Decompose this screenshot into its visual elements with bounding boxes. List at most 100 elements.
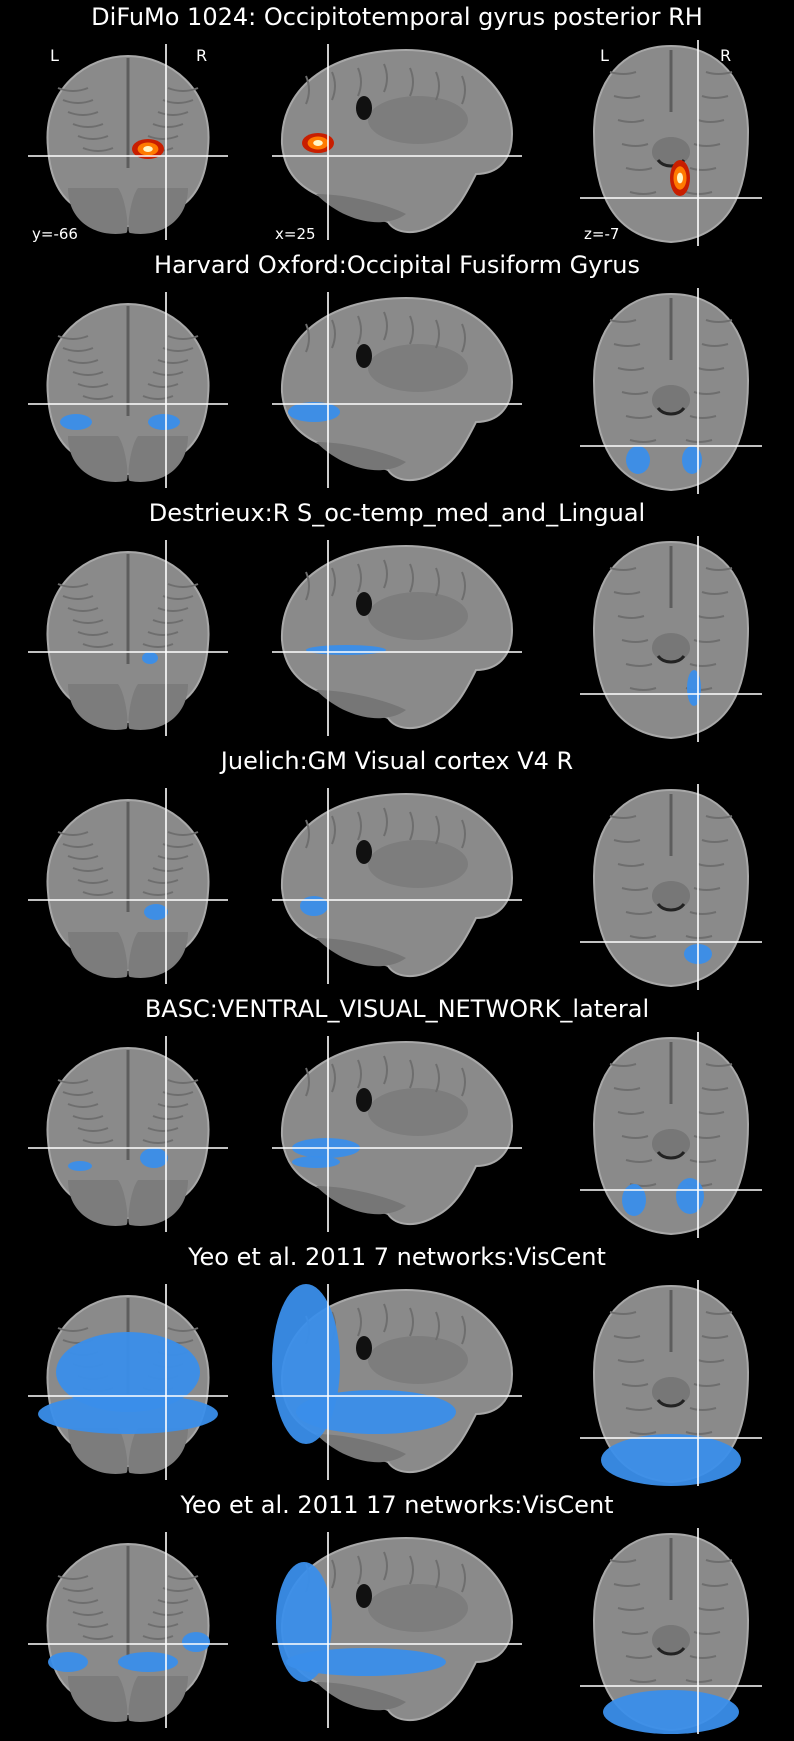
panel-title: Destrieux:R S_oc-temp_med_and_Lingual bbox=[148, 499, 646, 527]
panel-title: DiFuMo 1024: Occipitotemporal gyrus post… bbox=[91, 3, 703, 31]
coronal-coordinate-label: y=-66 bbox=[32, 225, 78, 243]
coronal-view bbox=[28, 1532, 228, 1728]
overlay-region bbox=[68, 1148, 168, 1171]
axial-brain-slice bbox=[580, 536, 762, 742]
coronal-view bbox=[28, 540, 228, 736]
sagittal-view bbox=[272, 292, 522, 488]
axial-view bbox=[580, 1032, 762, 1238]
coronal-view bbox=[28, 292, 228, 488]
crosshair bbox=[272, 44, 522, 240]
atlas-panel: Juelich:GM Visual cortex V4 R bbox=[0, 744, 794, 992]
overlay-region bbox=[288, 402, 340, 422]
atlas-panel: DiFuMo 1024: Occipitotemporal gyrus post… bbox=[0, 0, 794, 248]
crosshair bbox=[272, 1036, 522, 1232]
crosshair bbox=[580, 536, 762, 742]
orientation-right-label: R bbox=[720, 46, 732, 65]
sagittal-view bbox=[272, 1036, 522, 1232]
axial-view bbox=[580, 288, 762, 494]
atlas-panel: Harvard Oxford:Occipital Fusiform Gyrus bbox=[0, 248, 794, 496]
coronal-view bbox=[28, 788, 228, 984]
coronal-brain-slice bbox=[28, 788, 228, 984]
axial-view bbox=[580, 1280, 762, 1486]
axial-brain-slice bbox=[580, 1280, 762, 1486]
orientation-left-label: L bbox=[50, 46, 59, 65]
crosshair bbox=[28, 540, 228, 736]
axial-brain-slice bbox=[580, 784, 762, 990]
overlay-region bbox=[302, 133, 334, 153]
coronal-brain-slice bbox=[28, 292, 228, 488]
coronal-view bbox=[28, 44, 228, 240]
panel-title: Yeo et al. 2011 17 networks:VisCent bbox=[180, 1491, 614, 1519]
atlas-panel: Destrieux:R S_oc-temp_med_and_Lingual bbox=[0, 496, 794, 744]
axial-coordinate-label: z=-7 bbox=[584, 225, 620, 243]
sagittal-coordinate-label: x=25 bbox=[275, 225, 316, 243]
coronal-brain-slice bbox=[28, 1284, 228, 1480]
sagittal-view bbox=[272, 1532, 522, 1728]
overlay-region bbox=[48, 1632, 210, 1672]
coronal-brain-slice bbox=[28, 540, 228, 736]
crosshair bbox=[580, 288, 762, 494]
axial-view bbox=[580, 40, 762, 246]
atlas-panel: Yeo et al. 2011 7 networks:VisCent bbox=[0, 1240, 794, 1488]
sagittal-brain-slice bbox=[272, 788, 522, 984]
axial-brain-slice bbox=[580, 288, 762, 494]
atlas-panel: BASC:VENTRAL_VISUAL_NETWORK_lateral bbox=[0, 992, 794, 1240]
sagittal-brain-slice bbox=[272, 1532, 522, 1728]
coronal-brain-slice bbox=[28, 44, 228, 240]
crosshair bbox=[272, 1532, 522, 1728]
orientation-left-label: L bbox=[600, 46, 609, 65]
axial-view bbox=[580, 1528, 762, 1734]
crosshair bbox=[28, 1532, 228, 1728]
overlay-region bbox=[687, 670, 701, 706]
overlay-region bbox=[601, 1434, 741, 1486]
crosshair bbox=[272, 540, 522, 736]
overlay-region bbox=[142, 652, 158, 664]
crosshair bbox=[28, 788, 228, 984]
crosshair bbox=[272, 788, 522, 984]
atlas-panel: Yeo et al. 2011 17 networks:VisCent bbox=[0, 1488, 794, 1736]
crosshair bbox=[28, 1036, 228, 1232]
crosshair bbox=[28, 44, 228, 240]
sagittal-brain-slice bbox=[272, 540, 522, 736]
axial-brain-slice bbox=[580, 40, 762, 246]
crosshair bbox=[580, 1032, 762, 1238]
coronal-brain-slice bbox=[28, 1036, 228, 1232]
crosshair bbox=[272, 1284, 522, 1480]
crosshair bbox=[28, 1284, 228, 1480]
axial-brain-slice bbox=[580, 1528, 762, 1734]
sagittal-view bbox=[272, 540, 522, 736]
crosshair bbox=[580, 1528, 762, 1734]
overlay-region bbox=[622, 1178, 704, 1216]
panel-title: BASC:VENTRAL_VISUAL_NETWORK_lateral bbox=[144, 995, 650, 1023]
axial-brain-slice bbox=[580, 1032, 762, 1238]
panel-title: Juelich:GM Visual cortex V4 R bbox=[220, 747, 574, 775]
overlay-region bbox=[276, 1562, 446, 1682]
panel-title: Yeo et al. 2011 7 networks:VisCent bbox=[188, 1243, 606, 1271]
coronal-view bbox=[28, 1036, 228, 1232]
sagittal-view bbox=[272, 1284, 522, 1480]
sagittal-view bbox=[272, 788, 522, 984]
crosshair bbox=[272, 292, 522, 488]
overlay-region bbox=[670, 160, 690, 196]
sagittal-brain-slice bbox=[272, 44, 522, 240]
crosshair bbox=[580, 1280, 762, 1486]
overlay-region bbox=[300, 896, 328, 916]
overlay-region bbox=[132, 139, 164, 159]
overlay-region bbox=[144, 904, 168, 920]
overlay-region bbox=[603, 1690, 739, 1734]
overlay-region bbox=[306, 645, 386, 655]
axial-view bbox=[580, 784, 762, 990]
sagittal-brain-slice bbox=[272, 292, 522, 488]
overlay-region bbox=[272, 1284, 456, 1444]
panel-title: Harvard Oxford:Occipital Fusiform Gyrus bbox=[154, 251, 640, 279]
overlay-region bbox=[60, 414, 180, 430]
orientation-right-label: R bbox=[196, 46, 208, 65]
sagittal-view bbox=[272, 44, 522, 240]
crosshair bbox=[28, 292, 228, 488]
crosshair bbox=[580, 784, 762, 990]
crosshair bbox=[580, 40, 762, 246]
coronal-view bbox=[28, 1284, 228, 1480]
sagittal-brain-slice bbox=[272, 1036, 522, 1232]
coronal-brain-slice bbox=[28, 1532, 228, 1728]
axial-view bbox=[580, 536, 762, 742]
